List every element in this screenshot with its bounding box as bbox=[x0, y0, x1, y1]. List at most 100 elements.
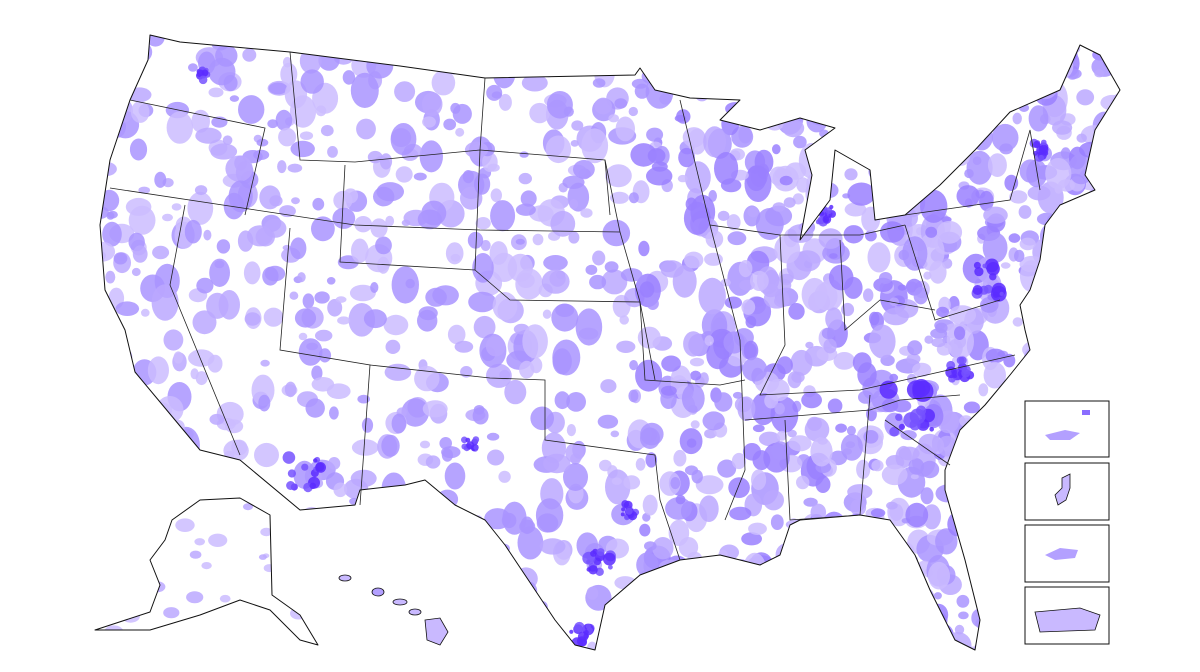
coverage-patch bbox=[401, 398, 430, 427]
coverage-patch bbox=[186, 591, 204, 604]
coverage-patch bbox=[184, 219, 202, 244]
dense-patch bbox=[879, 380, 898, 399]
coverage-patch bbox=[130, 101, 150, 123]
coverage-patch bbox=[863, 288, 874, 303]
state-border bbox=[744, 394, 961, 421]
state-border bbox=[109, 187, 621, 233]
coverage-patch bbox=[841, 302, 855, 317]
coverage-patch bbox=[385, 339, 401, 354]
coverage-patch bbox=[264, 265, 286, 282]
coverage-patch bbox=[1008, 233, 1021, 243]
coverage-patch bbox=[933, 592, 942, 600]
coverage-patch bbox=[196, 277, 214, 294]
dense-patch bbox=[982, 263, 987, 269]
coverage-patch bbox=[290, 140, 315, 158]
coverage-patch bbox=[417, 209, 442, 230]
coverage-patch bbox=[146, 35, 165, 47]
coverage-patch bbox=[776, 430, 787, 441]
coverage-patch bbox=[327, 146, 338, 158]
coverage-patch bbox=[620, 268, 643, 282]
coverage-patch bbox=[827, 398, 843, 414]
coverage-patch bbox=[546, 91, 573, 119]
territory bbox=[1045, 430, 1080, 440]
coverage-patch bbox=[681, 383, 705, 413]
coverage-patch bbox=[335, 296, 347, 303]
coverage-patch bbox=[1004, 174, 1019, 191]
dense-patch bbox=[569, 629, 574, 634]
coverage-patch bbox=[763, 490, 784, 511]
coverage-patch bbox=[467, 231, 484, 249]
coverage-patch bbox=[758, 431, 781, 447]
coverage-patch bbox=[638, 240, 650, 257]
coverage-patch bbox=[600, 379, 617, 394]
dense-patch bbox=[961, 368, 971, 378]
coverage-patch bbox=[173, 351, 184, 364]
coverage-patch bbox=[349, 284, 376, 302]
state-border bbox=[339, 164, 476, 271]
coverage-patch bbox=[462, 170, 474, 184]
coverage-patch bbox=[209, 413, 225, 425]
coverage-patch bbox=[565, 443, 584, 463]
coverage-patch bbox=[315, 329, 333, 342]
coverage-patch bbox=[750, 270, 769, 291]
coverage-patch bbox=[720, 278, 731, 287]
coverage-patch bbox=[422, 116, 436, 128]
coverage-patch bbox=[924, 335, 934, 344]
coverage-patch bbox=[472, 407, 489, 425]
coverage-patch bbox=[611, 477, 622, 485]
coverage-patch bbox=[337, 316, 351, 325]
coverage-patch bbox=[474, 173, 491, 195]
coverage-patch bbox=[573, 160, 595, 179]
coverage-patch bbox=[351, 238, 369, 263]
dense-patch bbox=[983, 284, 993, 294]
coverage-patch bbox=[844, 276, 863, 299]
coverage-patch bbox=[260, 527, 273, 537]
coverage-patch bbox=[421, 92, 443, 117]
coverage-patch bbox=[645, 452, 658, 468]
coverage-patch bbox=[646, 127, 664, 142]
coverage-patch bbox=[690, 420, 700, 429]
coverage-patch bbox=[129, 138, 148, 161]
coverage-patch bbox=[850, 499, 867, 516]
coverage-patch bbox=[840, 434, 863, 461]
coverage-patch bbox=[788, 303, 805, 320]
coverage-patch bbox=[732, 391, 743, 399]
coverage-patch bbox=[473, 315, 496, 339]
dense-patch bbox=[929, 427, 934, 432]
coverage-patch bbox=[297, 272, 306, 283]
coverage-patch bbox=[242, 48, 257, 62]
coverage-patch bbox=[912, 362, 932, 377]
coverage-patch bbox=[616, 340, 636, 353]
coverage-patch bbox=[599, 459, 612, 472]
coverage-patch bbox=[342, 188, 359, 204]
coverage-patch bbox=[263, 307, 284, 327]
coverage-patch bbox=[569, 199, 579, 210]
coverage-patch bbox=[107, 210, 118, 219]
coverage-patch bbox=[284, 80, 308, 109]
coverage-patch bbox=[691, 469, 703, 484]
dense-patch bbox=[592, 548, 598, 555]
coverage-patch bbox=[1094, 69, 1105, 78]
coverage-patch bbox=[779, 175, 793, 186]
territory bbox=[1054, 473, 1071, 506]
coverage-patch bbox=[714, 152, 739, 185]
coverage-patch bbox=[991, 123, 1019, 152]
island bbox=[408, 608, 422, 616]
coverage-patch bbox=[946, 323, 974, 360]
dense-patch bbox=[574, 621, 585, 633]
coverage-patch bbox=[605, 164, 632, 188]
coverage-patch bbox=[363, 309, 387, 329]
dense-patch bbox=[986, 262, 1000, 276]
coverage-patch bbox=[684, 161, 711, 194]
state-border bbox=[884, 419, 951, 466]
coverage-patch bbox=[289, 291, 299, 300]
coverage-patch bbox=[871, 459, 884, 472]
coverage-patch bbox=[726, 214, 741, 231]
coverage-patch bbox=[639, 281, 655, 298]
coverage-patch bbox=[978, 383, 989, 397]
coverage-patch bbox=[738, 260, 753, 278]
coverage-patch bbox=[644, 541, 657, 551]
coverage-patch bbox=[300, 69, 324, 94]
dense-patch bbox=[945, 366, 957, 379]
coverage-patch bbox=[216, 239, 231, 254]
